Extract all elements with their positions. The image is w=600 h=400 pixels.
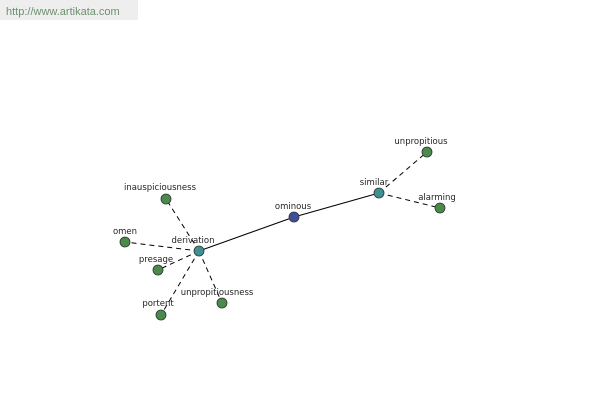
node-label[interactable]: similar <box>360 178 389 188</box>
node-label[interactable]: unpropitious <box>394 137 448 147</box>
node-label[interactable]: ominous <box>275 202 312 212</box>
edge <box>157 250 200 271</box>
node-label[interactable]: alarming <box>418 193 456 203</box>
edge <box>198 216 295 252</box>
node[interactable] <box>155 309 167 321</box>
edge <box>165 198 200 252</box>
edge <box>160 250 200 316</box>
node-label[interactable]: unpropitiousness <box>181 288 254 298</box>
node-label[interactable]: presage <box>139 255 173 265</box>
node[interactable] <box>216 297 228 309</box>
url-banner <box>0 0 138 20</box>
node[interactable] <box>421 146 433 158</box>
url-text[interactable]: http://www.artikata.com <box>6 6 120 18</box>
node[interactable] <box>373 187 385 199</box>
nodes: ominous similar derivation unpropitious … <box>113 137 456 321</box>
edge <box>293 192 380 218</box>
edge <box>124 241 200 252</box>
node-label[interactable]: derivation <box>171 236 214 246</box>
node[interactable] <box>434 202 446 214</box>
node[interactable] <box>193 245 205 257</box>
node[interactable] <box>288 211 300 223</box>
node[interactable] <box>119 236 131 248</box>
edge <box>198 250 223 304</box>
edge <box>378 192 441 209</box>
edges <box>124 151 441 316</box>
node-label[interactable]: omen <box>113 227 137 237</box>
edge <box>378 151 428 194</box>
node[interactable] <box>152 264 164 276</box>
node-label[interactable]: inauspiciousness <box>124 183 197 193</box>
node-label[interactable]: portent <box>142 299 174 309</box>
node[interactable] <box>160 193 172 205</box>
